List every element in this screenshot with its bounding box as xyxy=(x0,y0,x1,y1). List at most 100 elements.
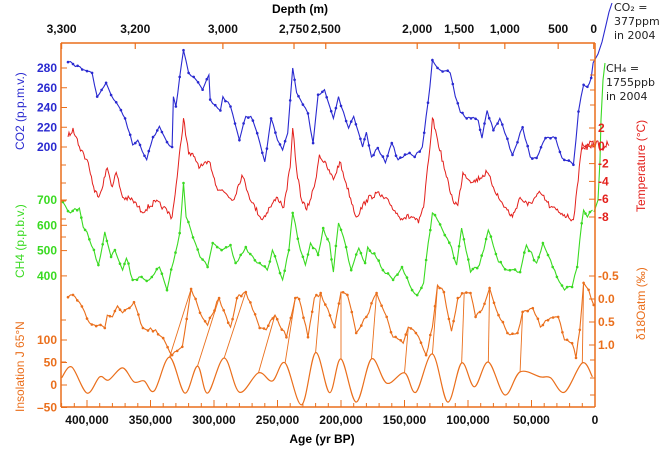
d18o-point xyxy=(497,313,500,317)
co2-point xyxy=(544,136,547,140)
co2-point xyxy=(554,136,557,140)
depth-tick-label: 2,500 xyxy=(311,22,341,36)
d18o-axis-label: δ18Oatm (‰) xyxy=(634,267,648,340)
co2-point xyxy=(297,94,300,98)
co2-point xyxy=(501,123,504,126)
co2-point xyxy=(418,150,422,153)
co2-point xyxy=(386,154,389,158)
co2-point xyxy=(251,119,255,122)
d18o-point xyxy=(474,315,477,319)
co2-tick-label: 240 xyxy=(37,101,57,115)
co2-point xyxy=(205,77,209,81)
co2-point xyxy=(456,102,460,105)
co2-point xyxy=(558,150,562,154)
ch4-tick-label: 400 xyxy=(37,269,57,283)
d18o-point xyxy=(302,316,305,320)
d18o-point xyxy=(541,323,545,327)
co2-point xyxy=(147,149,151,153)
co2-point xyxy=(242,122,245,125)
ch4-point xyxy=(518,270,522,274)
x-tick-label: 100,000 xyxy=(446,413,490,427)
co2-point xyxy=(376,146,380,150)
insolation-tick-label: 50 xyxy=(44,356,58,370)
depth-tick-label: 0 xyxy=(590,22,597,36)
ch4-point xyxy=(467,258,470,261)
co2-point xyxy=(399,156,402,159)
co2-point xyxy=(511,153,514,157)
d18o-point xyxy=(469,291,472,295)
d18o-line xyxy=(67,281,595,359)
co2-point xyxy=(208,98,212,101)
co2-point xyxy=(487,116,491,120)
d18o-point xyxy=(394,335,397,339)
ch4-point xyxy=(373,252,376,255)
co2-point xyxy=(293,78,296,82)
ch4-point xyxy=(396,273,399,276)
ch4-point xyxy=(420,286,423,290)
ch4-point xyxy=(499,260,503,264)
d18o-point xyxy=(433,304,437,308)
ch4-point xyxy=(301,255,305,259)
d18o-point xyxy=(113,309,117,313)
d18o-point xyxy=(328,314,332,317)
d18o-point xyxy=(565,338,569,342)
co2-point xyxy=(109,93,113,97)
insolation-tick-label: –50 xyxy=(37,401,57,415)
ch4-point xyxy=(363,261,367,265)
d18o-point xyxy=(354,331,358,335)
d18o-point xyxy=(80,305,84,308)
co2-point xyxy=(233,122,237,125)
d18o-point xyxy=(146,329,150,332)
co2-point xyxy=(219,109,222,112)
ch4-point xyxy=(174,251,177,254)
ch4-point xyxy=(513,268,517,271)
co2-point xyxy=(339,104,343,108)
x-tick-label: 150,000 xyxy=(383,413,427,427)
d18o-point xyxy=(297,297,301,301)
d18o-tick-label: 0.5 xyxy=(598,315,615,329)
co2-point xyxy=(390,141,394,145)
ch4-point xyxy=(211,241,214,245)
ch4-point xyxy=(527,249,531,253)
co2-point xyxy=(474,117,477,121)
ch4-point xyxy=(484,237,488,241)
ch4-point xyxy=(503,268,507,271)
ch4-tick-label: 700 xyxy=(37,193,57,207)
co2-point xyxy=(170,145,174,149)
temperature-axis-label: Temperature (°C) xyxy=(634,120,648,212)
co2-point xyxy=(224,99,227,103)
ch4-point xyxy=(475,266,479,270)
co2-point xyxy=(123,117,127,120)
insolation-line xyxy=(61,351,593,406)
d18o-point xyxy=(492,301,496,305)
d18o-point xyxy=(217,296,221,300)
ch4-point xyxy=(150,275,154,279)
insolation-tick-label: 100 xyxy=(37,333,57,347)
d18o-point xyxy=(409,327,413,330)
ch4-point xyxy=(155,267,159,271)
co2-point xyxy=(325,96,329,99)
x-tick-label: 400,000 xyxy=(65,413,109,427)
ch4-point xyxy=(215,245,219,249)
tie-line xyxy=(223,291,247,359)
ch4-point xyxy=(97,263,100,267)
depth-tick-label: 3,200 xyxy=(120,22,150,36)
co2-point xyxy=(426,101,430,104)
d18o-point xyxy=(235,296,239,300)
tie-line xyxy=(371,292,378,359)
tie-line xyxy=(169,288,192,358)
co2-point xyxy=(535,156,538,160)
ch4-point xyxy=(565,285,569,289)
d18o-point xyxy=(226,321,230,325)
d18o-point xyxy=(103,326,107,330)
d18o-point xyxy=(380,304,383,308)
ch4-point xyxy=(480,254,484,257)
ch4-point xyxy=(296,237,300,240)
d18o-point xyxy=(99,323,102,327)
ch4-point xyxy=(368,249,372,252)
d18o-point xyxy=(170,353,174,357)
ch4-point xyxy=(462,238,466,241)
d18o-point xyxy=(404,333,408,336)
d18o-point xyxy=(258,326,262,330)
d18o-point xyxy=(244,290,248,294)
